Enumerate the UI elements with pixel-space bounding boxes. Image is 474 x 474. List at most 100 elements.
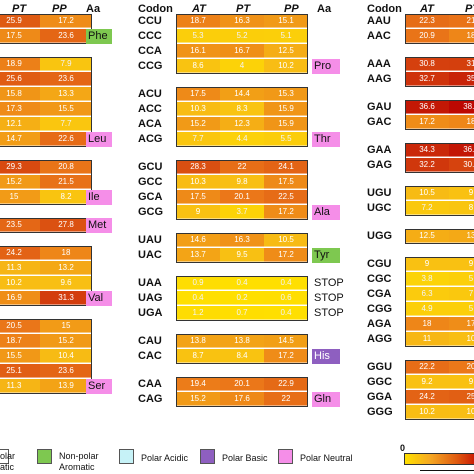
heatmap-cell-value: 13.7	[190, 250, 206, 259]
heatmap-cell: 28.3	[176, 160, 220, 174]
heatmap-cell-value: 23.6	[58, 74, 74, 83]
heatmap-cell-value: 20.8	[58, 162, 74, 171]
heatmap-cell-value: 14.6	[190, 235, 206, 244]
heatmap-cell-value: 11	[422, 334, 432, 343]
heatmap-cell: 9.2	[405, 375, 449, 389]
column-header: Aa	[317, 3, 332, 15]
heatmap-cell: 22.3	[405, 14, 449, 28]
heatmap-cell-value: 18.9	[6, 59, 22, 68]
heatmap-cell-value: 5.1	[280, 31, 292, 40]
heatmap-cell-value: 12.5	[419, 231, 435, 240]
heatmap-cell-value: 31	[466, 59, 474, 68]
heatmap-cell-value: 17.2	[58, 16, 74, 25]
codon-label: GAA	[367, 144, 392, 156]
legend-label-polar-basic: Polar Basic	[222, 453, 268, 463]
column-header: PT	[465, 3, 474, 15]
color-scale-min-label: 0	[400, 443, 406, 453]
heatmap-cell: 17.5	[264, 175, 308, 189]
heatmap-cell: 12.3	[220, 117, 264, 131]
heatmap-cell: 21.5	[40, 175, 92, 189]
heatmap-cell: 27.8	[40, 218, 92, 232]
heatmap-cell-value: 17.2	[278, 250, 294, 259]
heatmap-cell-value: 17.5	[190, 89, 206, 98]
codon-label: GCA	[138, 191, 163, 203]
codon-label: CCG	[138, 60, 163, 72]
heatmap-cell: 8.6	[176, 59, 220, 73]
heatmap-cell-value: 24.2	[6, 248, 22, 257]
codon-group-outline	[0, 14, 92, 44]
amino-acid-label: Ala	[312, 205, 340, 220]
legend-label-polar-acidic: Polar Acidic	[141, 453, 189, 463]
heatmap-cell: 20.8	[40, 160, 92, 174]
heatmap-cell-value: 8	[468, 203, 474, 212]
heatmap-cell-value: 18.7	[6, 336, 22, 345]
heatmap-cell-value: 23.6	[58, 31, 74, 40]
heatmap-cell: 7.9	[40, 57, 92, 71]
heatmap-cell: 20.9	[405, 29, 449, 43]
heatmap-cell-value: 7.2	[421, 203, 433, 212]
codon-group-outline	[0, 246, 92, 306]
legend-swatch-polar-neutral	[278, 449, 293, 464]
codon-label: GAG	[367, 159, 393, 171]
heatmap-cell-value: 16.7	[234, 46, 250, 55]
codon-label: GGU	[367, 361, 393, 373]
heatmap-cell: 13.9	[40, 379, 92, 393]
heatmap-cell: 9	[449, 186, 474, 200]
heatmap-cell: 24.1	[264, 160, 308, 174]
codon-group-outline	[0, 218, 92, 233]
legend-label-nonpolar-aromatic: Non-polar	[59, 451, 99, 461]
column-header: PP	[284, 3, 299, 15]
heatmap-cell-value: 15.2	[190, 119, 206, 128]
heatmap-cell: 5	[449, 272, 474, 286]
heatmap-cell: 16.7	[220, 44, 264, 58]
codon-label: CGG	[367, 303, 393, 315]
heatmap-cell: 13.8	[220, 334, 264, 348]
heatmap-cell: 12.5	[405, 229, 449, 243]
heatmap-cell-value: 22.3	[419, 16, 435, 25]
heatmap-cell-value: 17.5	[278, 177, 294, 186]
legend-label-nonpolar-aliphatic-2: atic	[0, 462, 15, 472]
heatmap-cell-value: 30.8	[419, 59, 435, 68]
heatmap-cell-value: 10.5	[419, 188, 435, 197]
heatmap-cell: 32.7	[405, 72, 449, 86]
heatmap-cell: 15	[40, 319, 92, 333]
heatmap-cell-value: 7.7	[192, 134, 204, 143]
codon-label: GGA	[367, 391, 393, 403]
heatmap-cell: 23.5	[0, 218, 40, 232]
heatmap-cell-value: 29.3	[6, 162, 22, 171]
heatmap-cell: 22	[264, 392, 308, 406]
heatmap-cell-value: 17.6	[234, 394, 250, 403]
column-header: Aa	[86, 3, 101, 15]
heatmap-cell: 17.6	[220, 392, 264, 406]
heatmap-cell: 8.7	[176, 349, 220, 363]
heatmap-cell: 22	[220, 160, 264, 174]
heatmap-cell-value: 17	[466, 319, 474, 328]
codon-label: CAG	[138, 393, 163, 405]
heatmap-cell-value: 24.1	[278, 162, 294, 171]
heatmap-cell-value: 31.3	[58, 293, 74, 302]
heatmap-cell: 13.7	[176, 248, 220, 262]
heatmap-cell: 15.9	[264, 117, 308, 131]
heatmap-cell-value: 15.2	[190, 394, 206, 403]
codon-label: UGU	[367, 187, 392, 199]
heatmap-cell-value: 9.8	[236, 177, 248, 186]
heatmap-cell: 18.9	[0, 57, 40, 71]
heatmap-cell: 10.2	[405, 405, 449, 419]
heatmap-cell-value: 20.9	[419, 31, 435, 40]
heatmap-cell-value: 22.6	[58, 134, 74, 143]
heatmap-cell-value: 10.4	[58, 351, 74, 360]
heatmap-cell-value: 15.9	[278, 104, 294, 113]
heatmap-cell-value: 15.1	[278, 16, 294, 25]
heatmap-cell-value: 25.9	[6, 16, 22, 25]
heatmap-cell-value: 0.2	[236, 293, 248, 302]
heatmap-cell: 23.6	[40, 364, 92, 378]
heatmap-cell-value: 12.1	[6, 119, 22, 128]
heatmap-cell: 23.6	[40, 29, 92, 43]
codon-group-outline	[405, 360, 474, 420]
heatmap-cell: 17.2	[264, 349, 308, 363]
heatmap-cell: 22.5	[264, 190, 308, 204]
heatmap-cell-value: 8.4	[236, 351, 248, 360]
heatmap-cell: 0.7	[220, 306, 264, 320]
codon-label: AAG	[367, 73, 392, 85]
heatmap-cell: 15.5	[0, 349, 40, 363]
